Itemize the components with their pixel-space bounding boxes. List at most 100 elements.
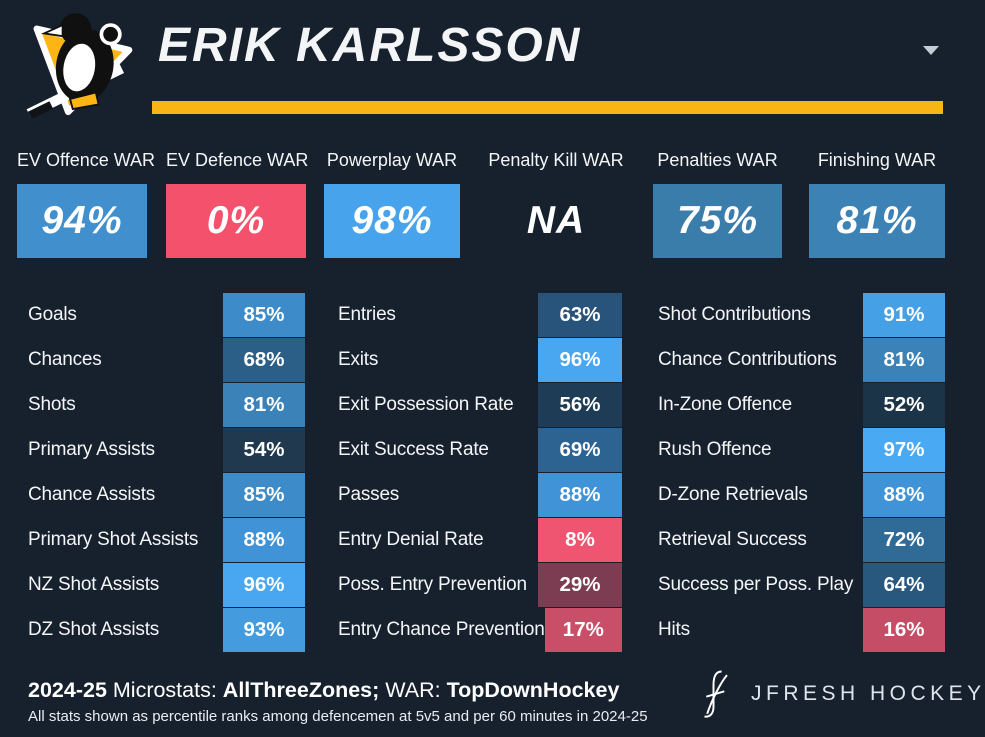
stat-label: Primary Shot Assists — [28, 528, 199, 550]
war-label: Powerplay WAR — [326, 150, 458, 170]
stat-row-nz-shot-assists: NZ Shot Assists 96% — [28, 562, 305, 607]
war-source-label: WAR: — [379, 678, 447, 702]
stat-percentile-badge: 72% — [863, 517, 945, 562]
war-cell-finishing: Finishing WAR 81% — [809, 150, 945, 258]
stat-row-entries: Entries 63% — [338, 292, 622, 337]
stat-label: Passes — [338, 483, 400, 505]
stat-row-chance-contributions: Chance Contributions 81% — [658, 337, 945, 382]
war-label: Penalties WAR — [657, 150, 778, 170]
stat-label: Success per Poss. Play — [658, 573, 854, 595]
stat-label: Chance Assists — [28, 483, 156, 505]
stat-percentile-badge: 56% — [538, 382, 622, 427]
stat-label: Primary Assists — [28, 438, 155, 460]
stat-percentile-badge: 54% — [223, 427, 305, 472]
stat-label: In-Zone Offence — [658, 393, 792, 415]
stat-percentile-badge: 81% — [223, 382, 305, 427]
war-cell-powerplay: Powerplay WAR 98% — [324, 150, 460, 258]
stat-percentile-badge: 85% — [223, 292, 305, 337]
stats-column-offence: Goals 85% Chances 68% Shots 81% Primary … — [28, 292, 305, 652]
stat-percentile-badge: 88% — [223, 517, 305, 562]
stat-label: Goals — [28, 303, 77, 325]
stats-column-transition: Entries 63% Exits 96% Exit Possession Ra… — [338, 292, 622, 652]
war-cell-ev-offence: EV Offence WAR 94% — [17, 150, 155, 258]
stat-label: DZ Shot Assists — [28, 618, 160, 640]
stat-row-shots: Shots 81% — [28, 382, 305, 427]
war-cell-penalties: Penalties WAR 75% — [653, 150, 782, 258]
war-value-badge: 75% — [653, 184, 782, 258]
microstats-source: AllThreeZones; — [222, 678, 380, 702]
stat-row-chances: Chances 68% — [28, 337, 305, 382]
stat-percentile-badge: 93% — [223, 607, 305, 652]
stat-row-entry-chance-prevention: Entry Chance Prevention 17% — [338, 607, 622, 652]
methodology-note: All stats shown as percentile ranks amon… — [28, 708, 648, 725]
stat-row-primary-shot-assists: Primary Shot Assists 88% — [28, 517, 305, 562]
stat-label: Poss. Entry Prevention — [338, 573, 527, 595]
war-label: EV Defence WAR — [166, 150, 309, 170]
season-label: 2024-25 — [28, 678, 107, 702]
stat-label: Entries — [338, 303, 396, 325]
stat-percentile-badge: 97% — [863, 427, 945, 472]
stat-percentile-badge: 85% — [223, 472, 305, 517]
stat-label: Rush Offence — [658, 438, 772, 460]
stat-percentile-badge: 8% — [538, 517, 622, 562]
stat-label: Exits — [338, 348, 379, 370]
stat-percentile-badge: 17% — [544, 607, 622, 652]
stat-row-success-per-poss-play: Success per Poss. Play 64% — [658, 562, 945, 607]
war-source: TopDownHockey — [446, 678, 620, 702]
stat-percentile-badge: 16% — [863, 607, 945, 652]
war-value-badge: 0% — [166, 184, 306, 258]
stat-percentile-badge: 91% — [863, 292, 945, 337]
stat-percentile-badge: 88% — [538, 472, 622, 517]
stat-row-exit-possession-rate: Exit Possession Rate 56% — [338, 382, 622, 427]
stat-row-chance-assists: Chance Assists 85% — [28, 472, 305, 517]
stat-row-hits: Hits 16% — [658, 607, 945, 652]
stat-percentile-badge: 29% — [538, 562, 622, 607]
stat-label: Exit Possession Rate — [338, 393, 514, 415]
war-value-badge: 98% — [324, 184, 460, 258]
jfresh-brand: JFRESH HOCKEY — [700, 668, 985, 720]
title-underline-bar — [152, 101, 943, 114]
stat-label: Entry Chance Prevention — [338, 618, 545, 640]
stat-percentile-badge: 52% — [863, 382, 945, 427]
stat-row-passes: Passes 88% — [338, 472, 622, 517]
war-cell-ev-defence: EV Defence WAR 0% — [166, 150, 309, 258]
stat-row-entry-denial-rate: Entry Denial Rate 8% — [338, 517, 622, 562]
microstats-source-label: Microstats: — [106, 678, 223, 702]
stat-label: Shot Contributions — [658, 303, 811, 325]
stat-row-retrieval-success: Retrieval Success 72% — [658, 517, 945, 562]
stat-label: NZ Shot Assists — [28, 573, 160, 595]
stat-percentile-badge: 96% — [223, 562, 305, 607]
war-value-na: NA — [526, 199, 586, 242]
player-select-caret-down-icon[interactable] — [923, 46, 939, 55]
stat-percentile-badge: 69% — [538, 427, 622, 472]
stat-row-dzone-retrievals: D-Zone Retrievals 88% — [658, 472, 945, 517]
war-label: Penalty Kill WAR — [488, 150, 624, 170]
stat-percentile-badge: 88% — [863, 472, 945, 517]
war-cell-penalty-kill: Penalty Kill WAR NA — [486, 150, 626, 258]
stat-row-rush-offence: Rush Offence 97% — [658, 427, 945, 472]
stat-row-exit-success-rate: Exit Success Rate 69% — [338, 427, 622, 472]
stat-percentile-badge: 68% — [223, 337, 305, 382]
stat-row-shot-contributions: Shot Contributions 91% — [658, 292, 945, 337]
jfresh-monogram-icon — [704, 670, 728, 718]
war-value-badge: 81% — [809, 184, 945, 258]
war-label: Finishing WAR — [817, 150, 937, 170]
penguins-team-logo-icon — [26, 13, 133, 118]
player-name-title: ERIK KARLSSON — [158, 19, 582, 72]
sources-line: 2024-25 Microstats: AllThreeZones; WAR: … — [28, 678, 619, 703]
stat-label: Exit Success Rate — [338, 438, 489, 460]
stat-label: Hits — [658, 618, 690, 640]
stat-label: Retrieval Success — [658, 528, 807, 550]
stat-percentile-badge: 96% — [538, 337, 622, 382]
stat-label: Chances — [28, 348, 102, 370]
stat-row-primary-assists: Primary Assists 54% — [28, 427, 305, 472]
stat-row-dz-shot-assists: DZ Shot Assists 93% — [28, 607, 305, 652]
stat-row-goals: Goals 85% — [28, 292, 305, 337]
stat-label: Entry Denial Rate — [338, 528, 484, 550]
stat-row-poss-entry-prevention: Poss. Entry Prevention 29% — [338, 562, 622, 607]
stat-percentile-badge: 64% — [863, 562, 945, 607]
stat-row-exits: Exits 96% — [338, 337, 622, 382]
stat-percentile-badge: 63% — [538, 292, 622, 337]
stat-label: Shots — [28, 393, 76, 415]
